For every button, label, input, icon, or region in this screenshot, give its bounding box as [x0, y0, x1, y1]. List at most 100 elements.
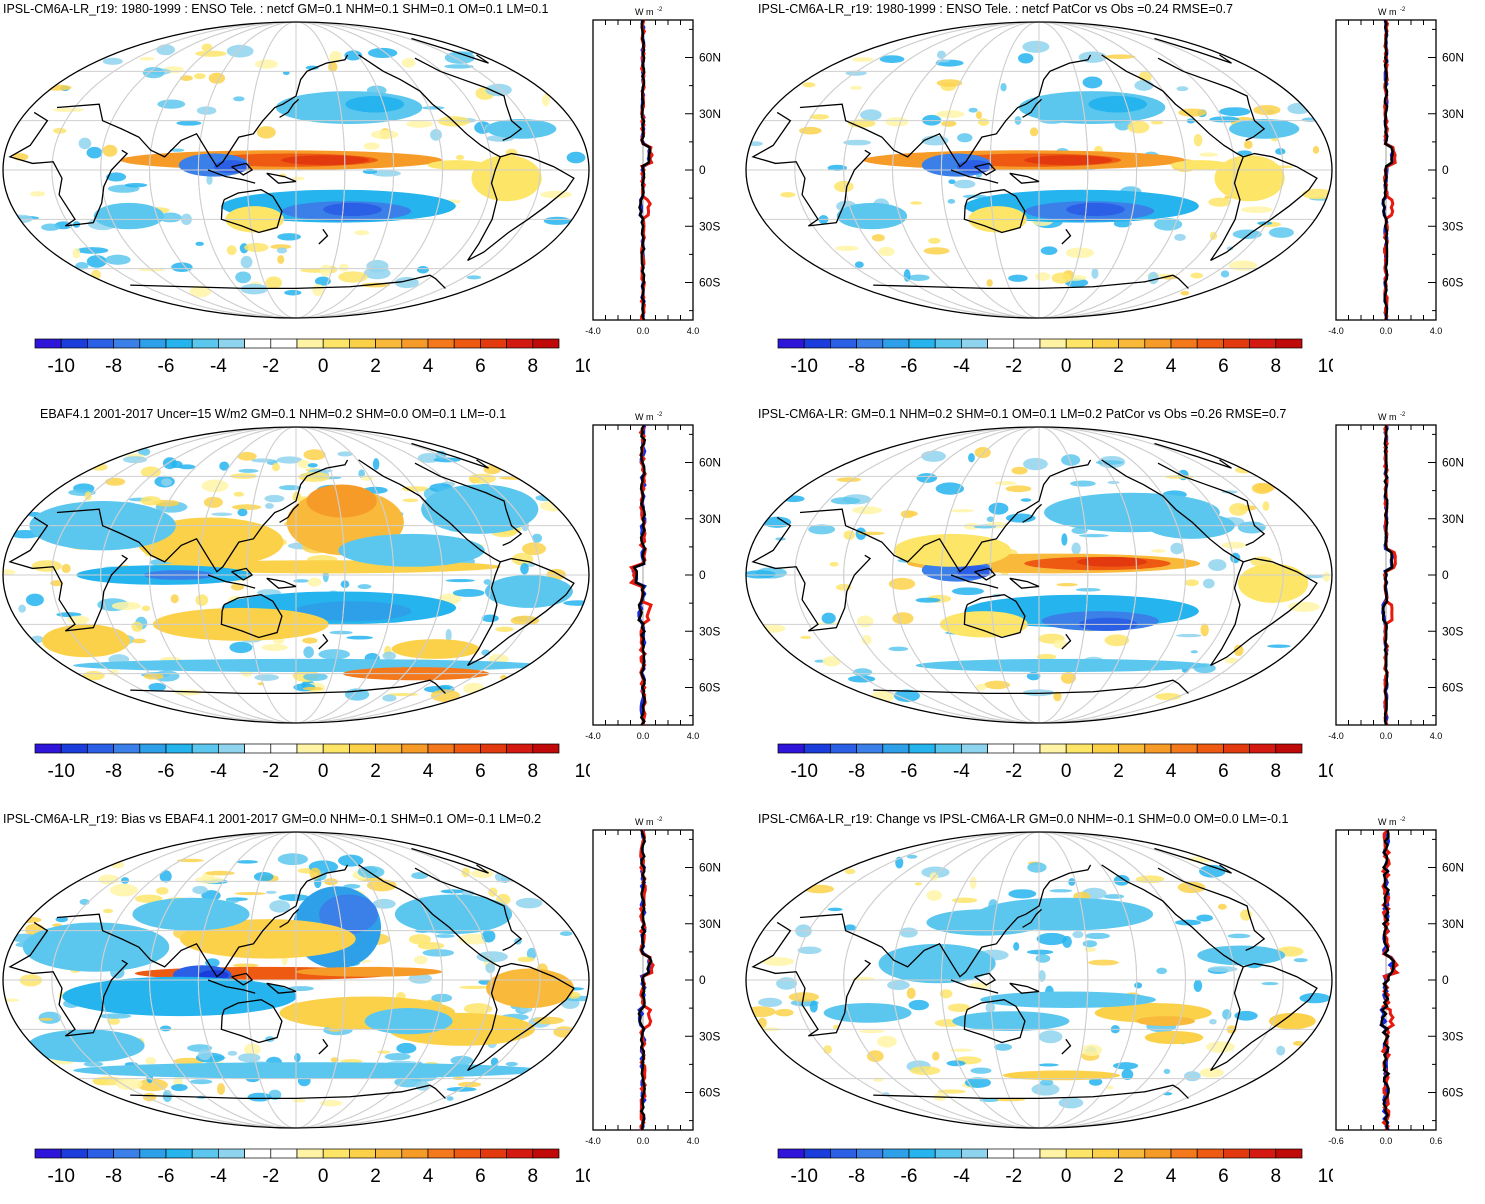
lat-tick-label: 30S [1442, 219, 1463, 233]
anomaly-patch [251, 458, 274, 463]
anomaly-patch [1251, 482, 1273, 494]
anomaly-patch [357, 865, 385, 879]
anomaly-patch [968, 107, 978, 113]
colorbar-label: -4 [210, 356, 227, 377]
colorbar-swatch [1092, 1148, 1119, 1159]
anomaly-patch [1038, 1030, 1063, 1044]
colorbar-swatch [882, 743, 910, 754]
colorbar-swatch [139, 743, 167, 754]
anomaly-patch [988, 502, 1009, 515]
anomaly-patch [899, 927, 918, 938]
panel-obs: EBAF4.1 2001-2017 Uncer=15 W/m2 GM=0.1 N… [0, 405, 742, 799]
anomaly-patch [994, 1043, 1013, 1051]
anomaly-patch [159, 212, 182, 223]
colorbar-label: -6 [901, 356, 918, 377]
anomaly-patch [86, 146, 103, 159]
lat-tick-label: 30N [699, 107, 721, 121]
anomaly-patch [278, 485, 302, 491]
anomaly-patch [268, 1089, 282, 1101]
colorbar-swatch [1118, 1148, 1146, 1159]
anomaly-patch [517, 956, 535, 963]
colorbar-swatch [296, 1148, 324, 1159]
zonal-mean-plot: W m -2 -4.0 0.0 4.0 60N 30N 0 30S 60S [585, 412, 721, 741]
anomaly-patch [53, 127, 67, 134]
colorbar-label: -2 [262, 761, 279, 782]
anomaly-patch [216, 1083, 226, 1095]
colorbar-swatch [1039, 338, 1067, 349]
colorbar-swatch [270, 1148, 298, 1159]
anomaly-patch [866, 1050, 884, 1062]
panel-title: IPSL-CM6A-LR: GM=0.1 NHM=0.2 SHM=0.1 OM=… [758, 407, 1287, 421]
anomaly-patch [1150, 120, 1164, 125]
anomaly-region [319, 894, 378, 934]
anomaly-patch [338, 271, 368, 283]
anomaly-patch [31, 560, 62, 572]
anomaly-patch [269, 900, 291, 913]
colorbar-swatch [777, 1148, 805, 1159]
anomaly-patch [201, 890, 221, 901]
anomaly-patch [994, 480, 1017, 486]
anomaly-patch [1008, 274, 1028, 282]
anomaly-patch [354, 230, 370, 236]
anomaly-patch [921, 135, 949, 146]
anomaly-patch [1288, 601, 1320, 612]
colorbar-label: 10 [575, 761, 590, 782]
x-tick-label: 0.0 [637, 731, 650, 741]
anomaly-patch [75, 262, 89, 270]
map-border [745, 426, 1333, 724]
anomaly-patch [444, 64, 474, 69]
lat-tick-label: 60S [699, 681, 720, 695]
panel-title: IPSL-CM6A-LR_r19: 1980-1999 : ENSO Tele.… [3, 2, 549, 16]
anomaly-patch [206, 174, 213, 185]
anomaly-patch [346, 635, 374, 640]
colorbar-label: 2 [370, 1166, 381, 1187]
anomaly-patch [1156, 967, 1168, 975]
anomaly-patch [131, 621, 143, 632]
anomaly-patch [1000, 83, 1007, 92]
anomaly-patch [233, 96, 245, 102]
x-tick-label: 4.0 [687, 326, 700, 336]
anomaly-patch [463, 1003, 493, 1015]
colorbar-label: 6 [1218, 1166, 1229, 1187]
anomaly-patch [384, 1052, 411, 1061]
anomaly-patch [1199, 864, 1226, 878]
anomaly-patch [1220, 270, 1230, 278]
anomaly-patch [1038, 1063, 1059, 1067]
anomaly-patch [878, 246, 895, 257]
colorbar-swatch [532, 1148, 560, 1159]
anomaly-patch [802, 82, 816, 88]
anomaly-patch [303, 672, 328, 681]
colorbar-swatch [191, 338, 219, 349]
anomaly-patch [82, 671, 105, 681]
anomaly-patch [39, 1017, 54, 1021]
anomaly-patch [171, 262, 193, 272]
anomaly-patch [1026, 949, 1054, 955]
anomaly-patch [197, 1048, 212, 1061]
colorbar-label: 10 [1318, 356, 1333, 377]
colorbar-swatch [270, 743, 298, 754]
colorbar-label: -10 [790, 761, 817, 782]
map-border [2, 831, 590, 1129]
anomaly-patch [1202, 578, 1215, 589]
colorbar-swatch [1196, 1148, 1224, 1159]
anomaly-patch [979, 1098, 999, 1103]
anomaly-patch [327, 62, 338, 73]
unit-label: W m [1378, 412, 1397, 422]
anomaly-patch [131, 638, 147, 644]
anomaly-patch [985, 1002, 996, 1013]
anomaly-patch [272, 462, 280, 472]
anomaly-patch [244, 242, 269, 252]
anomaly-patch [522, 542, 547, 556]
anomaly-region [956, 565, 993, 579]
lat-tick-label: 30S [699, 1029, 720, 1043]
panel-model: IPSL-CM6A-LR_r19: 1980-1999 : ENSO Tele.… [0, 0, 742, 394]
x-tick-label: 0.6 [1430, 1136, 1443, 1146]
zonal-mean-plot: W m -2 -4.0 0.0 4.0 60N 30N 0 30S 60S [1328, 412, 1464, 741]
anomaly-patch [171, 1083, 188, 1092]
colorbar-swatch [191, 743, 219, 754]
anomaly-patch [533, 1016, 564, 1025]
colorbar-swatch [113, 338, 141, 349]
colorbar-swatch [453, 1148, 481, 1159]
anomaly-patch [914, 882, 922, 886]
anomaly-patch [540, 500, 567, 512]
